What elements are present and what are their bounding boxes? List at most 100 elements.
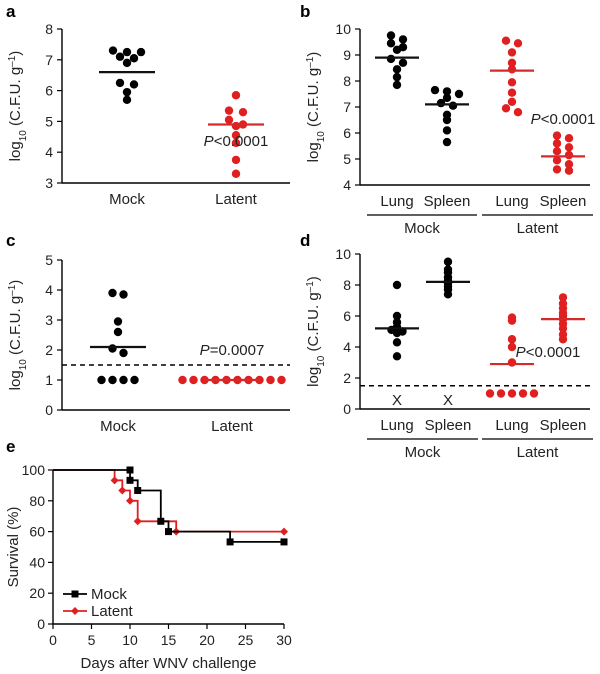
data-point-mock [392, 352, 402, 361]
survival-marker-mock [134, 486, 142, 494]
data-point-latent [564, 134, 574, 143]
p-value: P<0.0001 [531, 111, 596, 128]
data-point-mock [119, 348, 128, 358]
y-tick-label: 80 [29, 493, 45, 509]
data-point-latent [552, 156, 562, 165]
data-point-mock [392, 338, 402, 347]
group-label: Latent [517, 444, 560, 461]
y-tick-label: 60 [29, 524, 45, 540]
data-point-mock [392, 311, 402, 321]
data-point-mock [392, 328, 402, 338]
y-tick-label: 4 [343, 339, 351, 355]
data-point-latent [277, 375, 286, 385]
legend-label-mock: Mock [91, 586, 127, 603]
data-point-mock [119, 375, 128, 385]
data-point-latent [507, 58, 517, 67]
y-axis-label: log10 (C.F.U. g–1) [7, 51, 29, 162]
ylabel-part: (C.F.U. g [7, 296, 24, 359]
y-tick-label: 20 [29, 585, 45, 601]
data-point-latent [552, 139, 562, 148]
data-point-latent [513, 39, 523, 48]
data-point-mock [115, 78, 125, 88]
x-tick-label: 30 [276, 632, 292, 648]
data-point-mock [436, 98, 446, 108]
ylabel-part: 10 [316, 131, 327, 143]
y-tick-label: 10 [335, 21, 351, 37]
y-tick-label: 3 [45, 312, 53, 328]
p-rest: <0.0001 [541, 111, 596, 128]
y-tick-label: 3 [45, 175, 53, 191]
ylabel-part: log [305, 367, 322, 387]
x-tick-label: 10 [122, 632, 138, 648]
survival-marker-latent [126, 496, 134, 505]
data-point-latent [231, 91, 241, 100]
group-label: Mock [405, 444, 441, 461]
category-label: Mock [100, 418, 136, 435]
y-tick-label: 2 [45, 342, 53, 358]
ylabel-part: –1 [305, 56, 316, 68]
data-point-mock [108, 344, 117, 353]
ylabel-part: ) [7, 51, 24, 56]
survival-marker-mock [280, 538, 288, 546]
ylabel-part: –1 [7, 55, 18, 67]
data-point-mock [122, 47, 132, 57]
panel-letter: e [6, 437, 15, 456]
data-point-latent [178, 375, 187, 385]
y-tick-label: 8 [45, 21, 53, 37]
p-symbol: P [531, 111, 541, 128]
y-tick-label: 7 [343, 99, 351, 115]
category-label: Latent [211, 418, 254, 435]
data-point-mock [113, 327, 123, 337]
x-axis-label: Days after WNV challenge [81, 655, 257, 672]
group-label: Latent [517, 220, 560, 237]
survival-marker-mock [165, 528, 172, 536]
survival-marker-mock [126, 476, 134, 484]
data-point-latent [501, 104, 511, 113]
data-point-latent [507, 88, 517, 97]
category-label: Lung [495, 193, 528, 210]
survival-marker-latent [280, 527, 288, 536]
data-point-mock [454, 89, 464, 99]
y-tick-label: 6 [343, 125, 351, 141]
ylabel-part: (C.F.U. g [305, 68, 322, 131]
data-point-latent [507, 48, 517, 57]
y-tick-label: 4 [45, 282, 53, 298]
y-tick-label: 8 [343, 73, 351, 89]
data-point-mock [108, 46, 118, 55]
survival-marker-latent [110, 476, 119, 485]
not-detected-marker: X [392, 392, 402, 409]
data-point-latent [507, 389, 517, 398]
y-axis-label: Survival (%) [5, 507, 22, 588]
panel-letter: a [6, 2, 16, 21]
data-point-mock [442, 93, 452, 103]
data-point-mock [386, 31, 396, 40]
p-rest: <0.0001 [526, 344, 581, 361]
data-point-latent [513, 108, 523, 117]
legend-label-latent: Latent [91, 603, 134, 620]
p-value: P<0.0001 [516, 344, 581, 361]
y-axis-label: log10 (C.F.U. g–1) [305, 52, 327, 163]
y-tick-label: 5 [343, 151, 351, 167]
y-tick-label: 100 [22, 462, 46, 478]
p-value: P=0.0007 [200, 342, 265, 359]
data-point-latent [266, 375, 275, 385]
panel-letter: c [6, 231, 15, 250]
data-point-mock [443, 257, 453, 266]
data-point-mock [392, 45, 402, 54]
y-tick-label: 4 [45, 144, 53, 160]
y-tick-label: 8 [343, 277, 351, 293]
x-tick-label: 15 [161, 632, 177, 648]
panel-c: c 0 1 2 3 4 5 log10 (C.F.U. g–1) Mock Latent P=0.0… [6, 231, 290, 435]
survival-marker-mock [157, 517, 165, 525]
data-point-mock [386, 39, 396, 48]
data-point-latent [552, 147, 562, 156]
panel-a: a 3 4 5 6 7 8 log10 (C.F.U. g–1) Mock Latent P<0.0… [6, 2, 290, 208]
data-point-latent [564, 160, 574, 169]
y-tick-label: 0 [37, 616, 45, 632]
ylabel-part: 10 [18, 359, 29, 371]
data-point-latent [231, 169, 241, 178]
data-point-latent [507, 65, 517, 74]
data-point-mock [115, 52, 125, 61]
ylabel-part: ) [305, 52, 322, 57]
